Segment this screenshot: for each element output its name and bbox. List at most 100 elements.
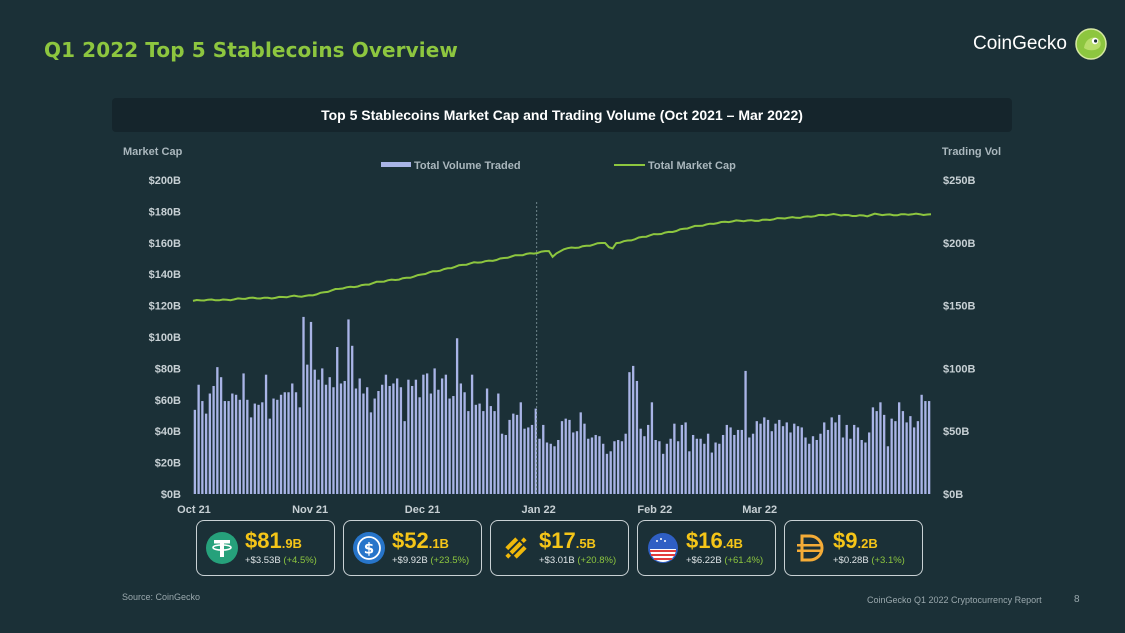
volume-bar xyxy=(377,391,380,494)
volume-bar xyxy=(680,424,684,494)
right-tick-label: $100B xyxy=(943,363,975,375)
volume-bar xyxy=(826,429,830,494)
usdt-change-abs: +$3.53B xyxy=(245,555,281,566)
volume-bar xyxy=(366,387,369,494)
volume-bar xyxy=(856,427,860,494)
volume-bar xyxy=(676,441,680,494)
volume-bar xyxy=(740,429,743,494)
right-tick-label: $150B xyxy=(943,301,975,313)
volume-bar xyxy=(298,407,301,494)
usdc-change-pct: (+23.5%) xyxy=(430,555,470,566)
coin-card-busd: $17.5B +$3.01B (+20.8%) xyxy=(490,520,629,576)
volume-bar xyxy=(725,424,728,494)
left-axis-title: Market Cap xyxy=(123,146,183,158)
volume-bar xyxy=(920,394,923,494)
usdt-value-dec: .9B xyxy=(281,536,302,551)
volume-bar xyxy=(620,441,624,494)
dai-value-main: $9 xyxy=(833,528,858,553)
volume-bars xyxy=(193,316,931,494)
volume-bar xyxy=(223,401,226,494)
volume-bar xyxy=(388,385,391,494)
volume-bar xyxy=(587,438,590,494)
left-tick-label: $120B xyxy=(149,301,181,313)
usdc-icon: $ xyxy=(353,532,385,564)
volume-bar xyxy=(381,384,384,494)
right-axis: $0B $50B $100B $150B $200B $250B xyxy=(943,175,975,501)
volume-bar xyxy=(785,422,788,494)
volume-bar xyxy=(362,393,365,494)
x-tick-label: Jan 22 xyxy=(522,504,556,516)
gecko-icon xyxy=(1075,28,1107,60)
ust-change-pct: (+61.4%) xyxy=(724,555,764,566)
volume-bar xyxy=(396,378,399,494)
volume-bar xyxy=(358,378,361,494)
volume-bar xyxy=(628,372,631,494)
volume-bar xyxy=(306,364,309,494)
volume-bar xyxy=(463,392,466,494)
volume-bar xyxy=(433,368,436,494)
page-title: Q1 2022 Top 5 Stablecoins Overview xyxy=(44,38,458,62)
volume-bar xyxy=(347,319,350,494)
volume-bar xyxy=(665,443,669,494)
volume-bar xyxy=(796,426,800,494)
volume-bar xyxy=(898,402,901,494)
page-number: 8 xyxy=(1074,594,1080,605)
chart-legend: Total Volume Traded Total Market Cap xyxy=(381,160,736,172)
volume-bar xyxy=(538,438,541,494)
volume-bar xyxy=(429,393,433,494)
volume-bar xyxy=(751,433,755,494)
volume-bar xyxy=(530,424,534,494)
volume-bar xyxy=(819,433,822,494)
volume-bar xyxy=(257,404,260,494)
x-axis: Oct 21 Nov 21 Dec 21 Jan 22 Feb 22 Mar 22 xyxy=(177,504,777,516)
volume-bar xyxy=(583,423,586,494)
volume-bar xyxy=(208,393,212,494)
volume-bar xyxy=(695,438,699,494)
volume-bar xyxy=(373,398,376,494)
volume-bar xyxy=(853,424,856,494)
left-tick-label: $80B xyxy=(155,363,181,375)
ust-value-dec: .4B xyxy=(722,536,743,551)
volume-bar xyxy=(294,392,298,494)
volume-bar xyxy=(279,394,283,494)
volume-bar xyxy=(564,418,567,494)
volume-bar xyxy=(534,408,537,494)
volume-bar xyxy=(766,419,770,494)
volume-bar xyxy=(527,427,530,494)
dai-icon xyxy=(797,534,824,562)
volume-bar xyxy=(834,422,837,494)
volume-bar xyxy=(332,387,335,494)
volume-bar xyxy=(647,424,650,494)
volume-bar xyxy=(650,402,654,494)
right-tick-label: $200B xyxy=(943,238,975,250)
volume-bar xyxy=(276,399,279,494)
right-axis-title: Trading Vol xyxy=(942,146,1001,158)
volume-bar xyxy=(354,388,358,494)
volume-bar xyxy=(699,438,702,494)
dai-value-dec: .2B xyxy=(857,536,878,551)
volume-bar xyxy=(815,439,818,494)
volume-bar xyxy=(605,453,609,494)
busd-change-pct: (+20.8%) xyxy=(577,555,617,566)
volume-bar xyxy=(485,388,489,494)
brand-name: CoinGecko xyxy=(973,33,1067,54)
volume-bar xyxy=(845,424,848,494)
usdc-change-abs: +$9.92B xyxy=(392,555,428,566)
volume-bar xyxy=(425,373,429,494)
volume-bar xyxy=(590,437,594,494)
volume-bar xyxy=(729,427,732,494)
volume-bar xyxy=(654,439,657,494)
volume-bar xyxy=(916,421,920,494)
chart-title: Top 5 Stablecoins Market Cap and Trading… xyxy=(112,98,1012,132)
volume-bar xyxy=(905,422,908,494)
left-tick-label: $100B xyxy=(149,332,181,344)
volume-bar xyxy=(613,441,616,494)
volume-bar xyxy=(557,439,560,494)
left-axis: $0B $20B $40B $60B $80B $100B $120B $140B $160B $… xyxy=(149,175,181,501)
volume-bar xyxy=(927,401,931,494)
volume-bar xyxy=(197,384,200,494)
volume-bar xyxy=(474,404,477,494)
volume-bar xyxy=(748,437,751,494)
volume-bar xyxy=(283,392,286,494)
volume-bar xyxy=(219,377,223,494)
